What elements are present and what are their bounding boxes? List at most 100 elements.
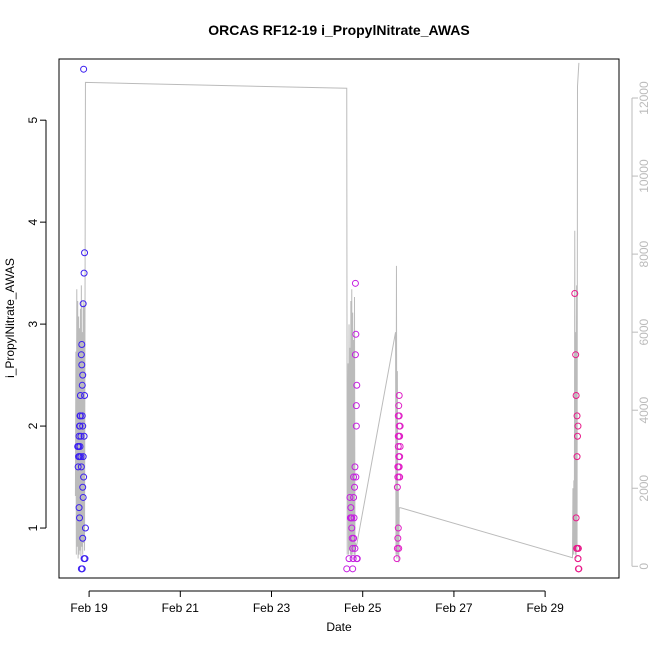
data-point (351, 544, 359, 552)
data-point (77, 565, 85, 573)
x-axis-title: Date (326, 620, 352, 634)
data-point (76, 412, 84, 420)
y2-tick-label: 12000 (637, 81, 650, 115)
data-point (74, 463, 82, 471)
data-point (343, 565, 351, 573)
data-point (394, 442, 402, 450)
data-point (75, 442, 83, 450)
data-point (350, 473, 358, 481)
data-point (350, 534, 358, 542)
data-point (351, 351, 359, 359)
data-point (350, 514, 358, 522)
data-point (394, 534, 402, 542)
data-point (394, 432, 402, 440)
data-point (79, 493, 87, 501)
data-point (575, 565, 583, 573)
data-point (79, 422, 87, 430)
data-point (80, 65, 88, 73)
x-tick-label: Feb 25 (344, 601, 382, 615)
data-point (573, 412, 581, 420)
x-tick-label: Feb 29 (526, 601, 564, 615)
data-point (351, 279, 359, 287)
data-point (346, 493, 354, 501)
data-point (394, 524, 402, 532)
data-point (572, 391, 580, 399)
x-tick-label: Feb 21 (162, 601, 200, 615)
data-point (393, 483, 401, 491)
data-point (352, 473, 360, 481)
data-point (77, 453, 85, 461)
data-point (396, 442, 404, 450)
data-point (78, 412, 86, 420)
data-point (351, 483, 358, 491)
y-tick-label: 1 (26, 524, 40, 531)
data-point (352, 402, 360, 410)
data-point (80, 269, 88, 277)
y-tick-label: 3 (26, 320, 40, 327)
x-tick-label: Feb 27 (435, 601, 473, 615)
data-point (77, 432, 85, 440)
data-point (574, 432, 581, 440)
data-point (78, 381, 86, 389)
y2-tick-label: 10000 (637, 159, 650, 193)
data-point (348, 514, 356, 522)
y2-tick-label: 8000 (637, 240, 650, 267)
data-point (81, 524, 89, 532)
y-tick-label: 2 (26, 422, 40, 429)
data-point (79, 453, 87, 461)
data-point (75, 504, 83, 512)
data-point (77, 351, 85, 359)
y2-tick-label: 4000 (637, 397, 650, 424)
data-point (395, 412, 403, 420)
data-point (80, 473, 88, 481)
y-tick-label: 5 (26, 117, 40, 124)
data-point (347, 504, 355, 512)
y2-tick-label: 2000 (637, 475, 650, 502)
data-point (393, 555, 401, 563)
data-point (396, 453, 404, 461)
data-point (76, 514, 84, 522)
data-point (573, 453, 581, 461)
data-point (395, 391, 403, 399)
data-point (77, 463, 85, 471)
data-point (349, 565, 357, 573)
chart-title: ORCAS RF12-19 i_PropylNitrate_AWAS (208, 22, 469, 38)
data-point (78, 341, 86, 348)
data-point (572, 351, 580, 359)
plot-area: Feb 19 Feb 21 Feb 23 Feb 25 Feb 27 Feb 29 1 2 3 4… (26, 58, 650, 615)
data-point (79, 371, 87, 379)
data-point (81, 555, 89, 563)
plot-frame (58, 58, 620, 579)
data-point (350, 493, 358, 501)
data-point (78, 361, 86, 369)
data-point (395, 473, 403, 481)
data-point (352, 422, 360, 430)
data-point (81, 391, 89, 399)
data-point (75, 432, 83, 440)
data-point (395, 402, 403, 410)
data-point (572, 514, 580, 522)
data-point (79, 534, 87, 542)
data-point (352, 330, 360, 338)
data-point (348, 524, 356, 532)
y-tick-label: 4 (26, 218, 40, 225)
y2-tick-label: 6000 (637, 318, 650, 345)
data-point (395, 544, 403, 552)
y-axis-title: i_PropylNitrate_AWAS (3, 258, 17, 378)
data-point (76, 391, 84, 399)
data-point (574, 544, 582, 552)
data-point (80, 432, 88, 440)
data-point (345, 555, 353, 563)
data-point (394, 463, 402, 471)
y2-tick-label: 0 (637, 563, 650, 570)
data-point (349, 555, 357, 563)
data-point (574, 555, 582, 563)
x-tick-label: Feb 23 (253, 601, 291, 615)
x-tick-label: Feb 19 (70, 601, 108, 615)
data-point (353, 381, 361, 389)
data-point (81, 249, 89, 257)
altitude-trace-line (74, 62, 580, 563)
data-point (396, 422, 404, 430)
data-point (574, 422, 582, 430)
